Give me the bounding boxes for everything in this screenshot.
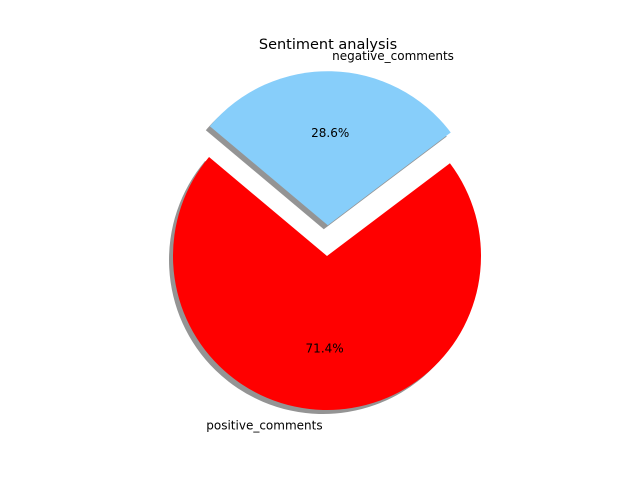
- positive-comments-category-label: positive_comments: [206, 418, 322, 432]
- percent-labels: 71.4% 28.6%: [306, 126, 350, 356]
- pie-slices: [172, 71, 481, 411]
- positive-comments-slice: [172, 157, 481, 411]
- positive-comments-percent-label: 71.4%: [306, 341, 344, 355]
- category-labels: positive_comments negative_comments: [206, 49, 454, 432]
- chart-title: Sentiment analysis: [259, 37, 397, 53]
- negative-comments-slice: [209, 71, 451, 226]
- negative-comments-percent-label: 28.6%: [311, 126, 349, 140]
- negative-comments-category-label: negative_comments: [332, 49, 454, 63]
